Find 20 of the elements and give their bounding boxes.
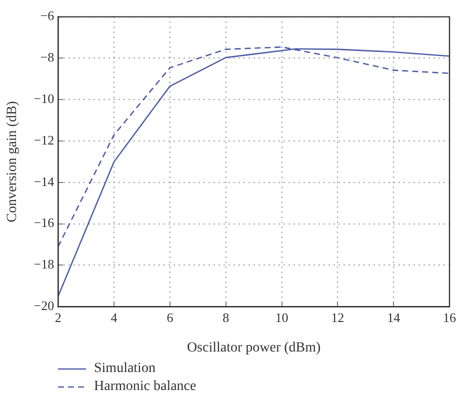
legend-label: Simulation: [94, 361, 156, 377]
y-tick-label: −8: [40, 50, 54, 65]
y-tick-label: −10: [34, 91, 54, 106]
x-tick-label: 10: [275, 310, 288, 325]
y-tick-label: −20: [34, 298, 54, 314]
legend-label: Harmonic balance: [94, 379, 196, 395]
x-axis-title: Oscillator power (dBm): [186, 340, 322, 356]
x-tick-label: 12: [331, 310, 344, 325]
y-tick-label: −12: [34, 132, 54, 148]
y-tick-label: −6: [40, 8, 55, 24]
x-tick-label: 4: [110, 310, 118, 325]
x-tick-label: 14: [387, 310, 401, 325]
x-tick-label: 2: [54, 310, 62, 325]
y-tick-label: −18: [34, 256, 54, 272]
x-tick-label: 6: [166, 310, 174, 325]
y-tick-label: −14: [34, 174, 55, 189]
x-tick-label: 16: [443, 310, 456, 325]
x-tick-label: 8: [222, 310, 230, 325]
y-tick-label: −16: [34, 215, 55, 230]
y-axis-title: Conversion gain (dB): [5, 100, 20, 222]
